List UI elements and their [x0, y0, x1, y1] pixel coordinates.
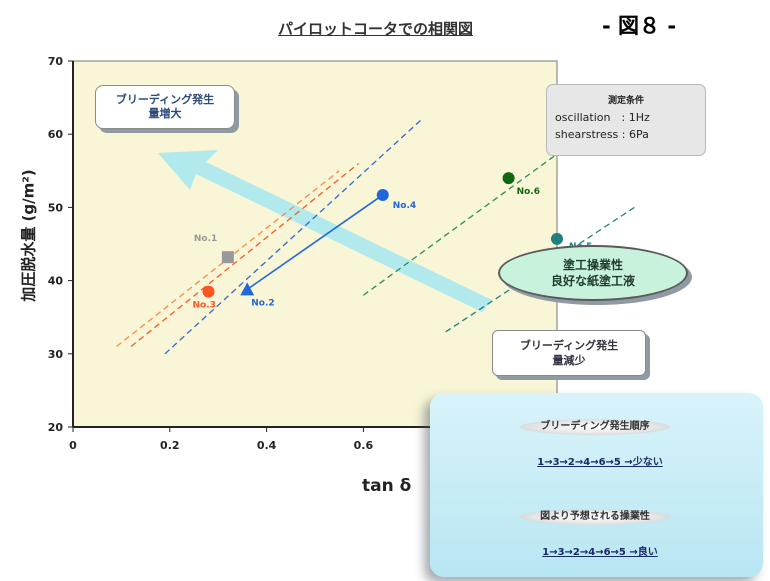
point-marker — [240, 282, 255, 296]
bleeding-decrease-text: ブリーディング発生 量減少 — [519, 339, 619, 367]
y-tick-label: 50 — [48, 201, 64, 214]
trend-arrow — [158, 150, 492, 312]
point-marker — [202, 285, 215, 298]
y-tick-label: 60 — [48, 128, 64, 141]
bleeding-decrease-callout: ブリーディング発生 量減少 — [492, 330, 646, 376]
conditions-shearstress: shearstress : 6Pa — [555, 128, 649, 141]
point-label: No.1 — [194, 234, 217, 244]
order-title: ブリーディング発生順序 — [520, 419, 670, 435]
chart-title: パイロットコータでの相関図 — [278, 20, 474, 38]
y-axis-label: 加圧脱水量 (g/m²) — [19, 169, 38, 302]
x-tick-label: 0.4 — [257, 439, 277, 452]
conditions-header: 測定条件 — [607, 96, 644, 106]
x-tick-label: 0.6 — [354, 439, 374, 452]
point-label: No.3 — [193, 301, 216, 311]
conditions-oscillation: oscillation : 1Hz — [555, 111, 650, 124]
trend-arrow-shape — [158, 150, 492, 312]
summary-panel: ブリーディング発生順序 1→3→2→4→6→5 →少ない 図より予想される操業性… — [430, 393, 763, 577]
point-marker — [221, 251, 234, 264]
point-marker — [502, 172, 515, 185]
point-label: No.6 — [517, 187, 540, 197]
point-marker — [551, 232, 563, 245]
x-tick-label: 0.2 — [160, 439, 180, 452]
x-tick-label: 0 — [69, 439, 77, 452]
point-label: No.4 — [393, 201, 416, 211]
y-tick-label: 40 — [48, 275, 64, 288]
band-line — [246, 194, 384, 291]
figure-number: - 図８ - — [602, 14, 677, 38]
prediction-sequence: 1→3→2→4→6→5 →良い — [542, 547, 658, 558]
bleeding-increase-text: ブリーディング発生 量増大 — [115, 93, 215, 120]
y-tick-label: 30 — [48, 348, 64, 361]
bleeding-increase-callout: ブリーディング発生 量増大 — [95, 85, 235, 129]
y-tick-label: 20 — [48, 421, 64, 434]
band-line — [363, 97, 635, 296]
order-sequence: 1→3→2→4→6→5 →少ない — [537, 457, 663, 468]
y-tick-label: 70 — [48, 55, 64, 68]
measurement-conditions-box: 測定条件 oscillation : 1Hz shearstress : 6Pa — [546, 84, 706, 156]
good-coating-text: 塗工操業性 良好な紙塗工液 — [550, 258, 635, 288]
prediction-title: 図より予想される操業性 — [520, 509, 670, 525]
point-label: No.2 — [251, 298, 274, 308]
good-coating-callout: 塗工操業性 良好な紙塗工液 — [498, 245, 688, 301]
x-axis-label: tan δ — [362, 476, 412, 496]
band-line — [130, 162, 359, 347]
band-line — [164, 119, 422, 355]
point-marker — [376, 188, 389, 201]
